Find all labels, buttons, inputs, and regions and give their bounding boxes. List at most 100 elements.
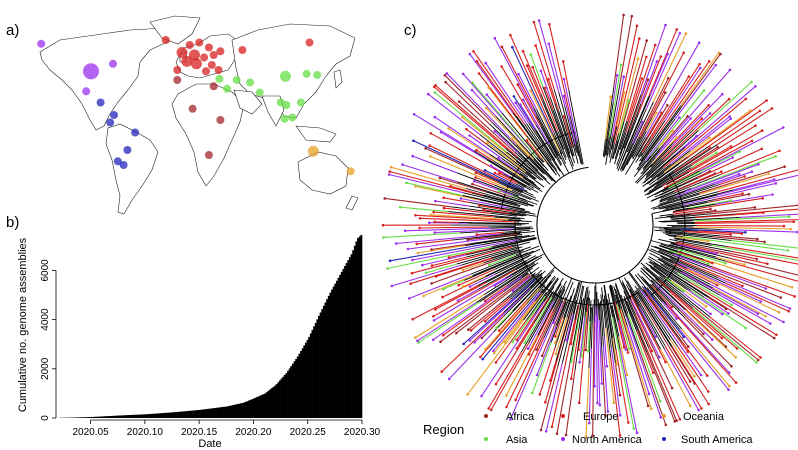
tree-tip-branch xyxy=(615,350,629,423)
tree-branch xyxy=(658,216,741,223)
legend-swatch-south-america xyxy=(662,437,666,441)
tree-branch xyxy=(628,273,642,291)
tree-tip-branch xyxy=(439,177,487,193)
tree-tip-branch xyxy=(644,42,700,137)
tree-branch xyxy=(503,275,543,313)
tree-branch xyxy=(561,300,564,303)
tree-tip xyxy=(517,72,520,76)
tree-tip-branch xyxy=(554,315,564,337)
tree-tip-branch xyxy=(659,69,731,151)
tree-tip-branch xyxy=(684,163,759,193)
tree-tip xyxy=(766,262,769,266)
tree-tip xyxy=(786,249,790,252)
bar xyxy=(344,266,347,418)
bar xyxy=(116,415,119,418)
tree-tip-branch xyxy=(645,33,681,110)
tree-tip-branch xyxy=(440,131,488,161)
tree-tip xyxy=(429,213,433,217)
tree-branch xyxy=(504,229,530,233)
tree-tip-branch xyxy=(474,180,514,196)
tree-branch xyxy=(654,184,682,198)
tree-tip xyxy=(753,206,757,209)
tree-branch xyxy=(621,101,654,170)
tree-tip xyxy=(730,303,733,307)
tree-branch xyxy=(621,137,639,172)
tree-tip-branch xyxy=(687,110,751,158)
tree-branch xyxy=(473,150,530,186)
tree-tip xyxy=(615,74,619,77)
tree-tip-branch xyxy=(692,125,756,166)
tree-tip-branch xyxy=(519,104,537,131)
tree-tip-branch xyxy=(719,294,771,324)
tree-tip xyxy=(531,65,534,69)
tree-tip xyxy=(709,207,712,211)
tree-branch xyxy=(479,134,537,180)
tree-tip xyxy=(495,326,498,330)
tree-tip-branch xyxy=(637,56,662,115)
tree-tip-branch xyxy=(389,243,484,262)
y-tick-label: 0 xyxy=(40,415,51,421)
tree-branch xyxy=(634,290,643,303)
tree-tip-branch xyxy=(619,16,633,84)
tree-branch xyxy=(528,122,561,172)
bar xyxy=(275,384,278,418)
tree-branch xyxy=(508,212,527,217)
tree-tip-branch xyxy=(516,297,550,349)
tree-tip xyxy=(470,88,474,92)
tree-branch xyxy=(501,158,529,178)
tree-tip xyxy=(659,400,662,403)
tree-internal-arc xyxy=(536,166,589,273)
tree-branch xyxy=(490,249,518,259)
tree-tip xyxy=(719,52,722,56)
tree-tip xyxy=(497,189,501,193)
tree-tip-branch xyxy=(400,206,449,213)
tree-tip-branch xyxy=(687,146,718,167)
tree-branch xyxy=(635,142,674,183)
tree-tip xyxy=(477,72,481,75)
tree-tip xyxy=(561,60,565,63)
tree-tip-branch xyxy=(670,346,695,384)
tree-branch xyxy=(637,273,663,303)
tree-tip-branch xyxy=(690,206,755,216)
tree-branch xyxy=(518,153,547,180)
tree-branch xyxy=(642,144,664,169)
tree-branch xyxy=(469,205,537,217)
x-tick-label: 2020.25 xyxy=(290,427,327,438)
bar xyxy=(145,414,148,418)
legend-swatch-oceania xyxy=(662,414,666,418)
bar xyxy=(163,412,166,418)
bar xyxy=(194,410,197,418)
tree-branch xyxy=(536,157,549,171)
tree-tip-branch xyxy=(688,200,732,209)
tree-tip xyxy=(664,23,667,27)
tree-branch xyxy=(553,89,575,157)
tree-tip-branch xyxy=(409,273,472,299)
tree-tip xyxy=(389,165,393,169)
tree-tip-branch xyxy=(383,232,460,238)
tree-tip xyxy=(713,172,717,175)
tree-tip xyxy=(544,400,547,404)
map-point-europe xyxy=(207,61,216,69)
tree-tip xyxy=(445,72,449,75)
tree-branch xyxy=(660,255,688,270)
legend-swatch-africa xyxy=(484,414,488,418)
tree-branch xyxy=(640,270,681,311)
bar xyxy=(93,416,96,418)
tree-tip-branch xyxy=(484,298,511,322)
tree-tip xyxy=(600,382,604,385)
tree-branch xyxy=(653,165,689,188)
tree-tip xyxy=(646,404,650,408)
bar xyxy=(267,390,270,418)
tree-tip-branch xyxy=(628,79,649,131)
tree-tip-branch xyxy=(463,278,536,345)
tree-tip-branch xyxy=(481,315,505,339)
tree-tip-branch xyxy=(679,310,704,335)
tree-tip-branch xyxy=(479,205,517,213)
tree-tip xyxy=(494,361,498,364)
tree-tip xyxy=(790,286,794,289)
tree-tip-branch xyxy=(407,238,489,250)
tree-branch xyxy=(486,260,527,283)
bar xyxy=(285,373,288,418)
tree-tip-branch xyxy=(650,90,705,157)
bar xyxy=(83,417,86,418)
